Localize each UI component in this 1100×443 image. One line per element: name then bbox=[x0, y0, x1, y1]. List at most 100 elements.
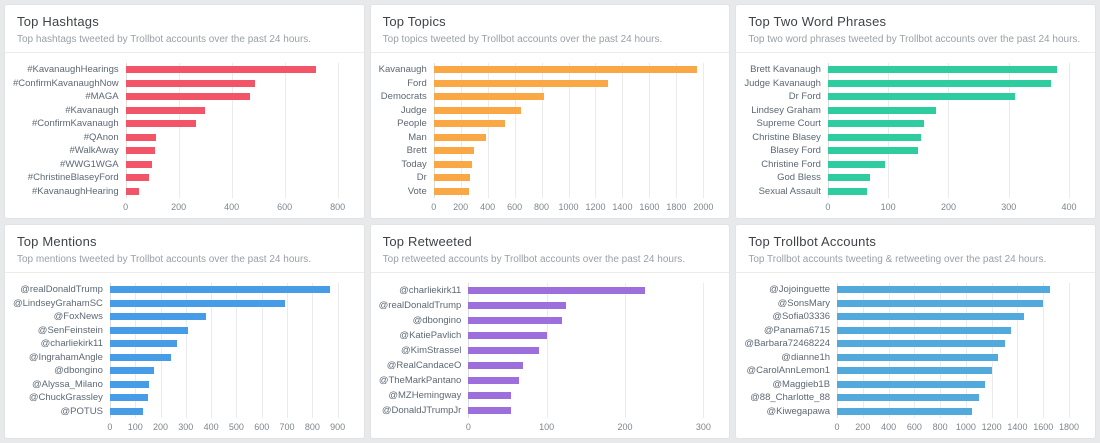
bar-brett[interactable] bbox=[433, 147, 475, 155]
bar-lindsey-graham[interactable] bbox=[827, 106, 937, 114]
y-tick-label: @ChuckGrassley bbox=[28, 392, 103, 403]
x-tick-label: 800 bbox=[932, 422, 948, 432]
bar--charliekirk11[interactable] bbox=[468, 287, 645, 294]
bar-god-bless[interactable] bbox=[827, 174, 871, 182]
bar--carolannlemon1[interactable] bbox=[837, 367, 992, 375]
bar-today[interactable] bbox=[433, 160, 473, 168]
bar--kavanaughhearing[interactable] bbox=[125, 187, 139, 195]
x-tick-label: 200 bbox=[453, 202, 469, 212]
bar--confirmkavanaughnow[interactable] bbox=[125, 79, 256, 87]
bar--donaldjtrumpjr[interactable] bbox=[468, 407, 512, 414]
bar-judge[interactable] bbox=[433, 106, 522, 114]
gridline bbox=[624, 283, 626, 418]
bar--88-charlotte-88[interactable] bbox=[837, 394, 979, 402]
bar-dr[interactable] bbox=[433, 174, 471, 182]
gridline bbox=[1008, 63, 1010, 198]
bar--kavanaugh[interactable] bbox=[125, 106, 206, 114]
bar--wwg1wga[interactable] bbox=[125, 160, 153, 168]
bar-blasey-ford[interactable] bbox=[827, 147, 919, 155]
plot-area bbox=[827, 63, 1070, 199]
bar-row bbox=[109, 324, 338, 338]
bar-ford[interactable] bbox=[433, 79, 608, 87]
gridline bbox=[703, 283, 705, 418]
bar-christine-ford[interactable] bbox=[827, 160, 886, 168]
gridline bbox=[312, 283, 314, 418]
bar--qanon[interactable] bbox=[125, 133, 157, 141]
bar--sonsmary[interactable] bbox=[837, 299, 1044, 307]
y-tick-label: @88_Charlotte_88 bbox=[750, 392, 831, 403]
panel-header: Top Topics Top topics tweeted by Trollbo… bbox=[371, 5, 730, 52]
bar--panama6715[interactable] bbox=[837, 326, 1011, 334]
bar-row bbox=[433, 77, 704, 91]
trollbot-accounts-bar-chart: @Jojoinguette @SonsMary @Sofia03336 @Panama… bbox=[736, 273, 1095, 438]
bar--realdonaldtrump[interactable] bbox=[468, 302, 567, 309]
y-tick-label: @KatiePavlich bbox=[399, 329, 462, 341]
gridline bbox=[284, 63, 286, 198]
bar--christineblaseyford[interactable] bbox=[125, 174, 150, 182]
bar-people[interactable] bbox=[433, 120, 506, 128]
bar-sexual-assault[interactable] bbox=[827, 187, 868, 195]
bar--walkaway[interactable] bbox=[125, 147, 155, 155]
bar--potus[interactable] bbox=[109, 407, 143, 415]
gridline bbox=[160, 283, 162, 418]
bar-democrats[interactable] bbox=[433, 93, 545, 101]
bar-brett-kavanaugh[interactable] bbox=[827, 66, 1057, 74]
bar--realcandaceo[interactable] bbox=[468, 362, 524, 369]
x-axis: 0 100 200 300 bbox=[466, 418, 711, 433]
bar-judge-kavanaugh[interactable] bbox=[827, 79, 1051, 87]
bar--jojoinguette[interactable] bbox=[837, 286, 1050, 294]
divider bbox=[5, 52, 364, 53]
gridline bbox=[541, 63, 543, 198]
bar--lindseygrahamsc[interactable] bbox=[109, 299, 285, 307]
bar--kiwegapawa[interactable] bbox=[837, 407, 973, 415]
bar--ingrahamangle[interactable] bbox=[109, 353, 171, 361]
bar--alyssa-milano[interactable] bbox=[109, 380, 150, 388]
bar-man[interactable] bbox=[433, 133, 487, 141]
bar-row bbox=[433, 144, 704, 158]
bar--maga[interactable] bbox=[125, 93, 251, 101]
x-tick-label: 600 bbox=[906, 422, 922, 432]
bar--dbongino[interactable] bbox=[468, 317, 563, 324]
gridline bbox=[261, 283, 263, 418]
bar--confirmkavanaugh[interactable] bbox=[125, 120, 196, 128]
gridline bbox=[1043, 283, 1045, 418]
bar--mzhemingway[interactable] bbox=[468, 392, 512, 399]
y-axis-labels: Brett Kavanaugh Judge Kavanaugh Dr Ford Lin… bbox=[744, 63, 828, 198]
bar-vote[interactable] bbox=[433, 187, 470, 195]
y-tick-label: Ford bbox=[407, 77, 427, 89]
bar-row bbox=[109, 351, 338, 365]
bar--sofia03336[interactable] bbox=[837, 313, 1024, 321]
bar--dbongino[interactable] bbox=[109, 367, 155, 375]
bar-dr-ford[interactable] bbox=[827, 93, 1015, 101]
bar--foxnews[interactable] bbox=[109, 313, 207, 321]
panel-subtitle: Top mentions tweeted by Trollbot account… bbox=[17, 254, 312, 265]
bar--maggieb1b[interactable] bbox=[837, 380, 986, 388]
x-tick-label: 2000 bbox=[693, 202, 714, 212]
bar--kimstrassel[interactable] bbox=[468, 347, 539, 354]
bar--kavanaughhearings[interactable] bbox=[125, 66, 317, 74]
x-tick-label: 400 bbox=[1061, 202, 1077, 212]
bar--charliekirk11[interactable] bbox=[109, 340, 177, 348]
x-tick-label: 0 bbox=[431, 202, 437, 212]
bar--themarkpantano[interactable] bbox=[468, 377, 520, 384]
panel-top-retweeted: Top Retweeted Top retweeted accounts by … bbox=[369, 224, 731, 439]
bar--barbara72468224[interactable] bbox=[837, 340, 1005, 348]
bar-row bbox=[109, 297, 338, 311]
gridline bbox=[649, 63, 651, 198]
bar--chuckgrassley[interactable] bbox=[109, 394, 148, 402]
bar-row bbox=[827, 77, 1069, 91]
x-tick-label: 800 bbox=[534, 202, 550, 212]
bar--dianne1h[interactable] bbox=[837, 353, 999, 361]
bar-row bbox=[827, 185, 1069, 199]
x-tick-label: 1600 bbox=[1033, 422, 1054, 432]
bar--senfeinstein[interactable] bbox=[109, 326, 189, 334]
bar--katiepavlich[interactable] bbox=[468, 332, 547, 339]
bar-supreme-court[interactable] bbox=[827, 120, 925, 128]
y-tick-label: @realDonaldTrump bbox=[378, 299, 462, 311]
gridline bbox=[231, 63, 233, 198]
bar--realdonaldtrump[interactable] bbox=[109, 286, 331, 294]
y-tick-label: #QAnon bbox=[83, 131, 119, 143]
bar-kavanaugh[interactable] bbox=[433, 66, 697, 74]
bar-christine-blasey[interactable] bbox=[827, 133, 922, 141]
y-tick-label: Christine Ford bbox=[761, 158, 821, 170]
